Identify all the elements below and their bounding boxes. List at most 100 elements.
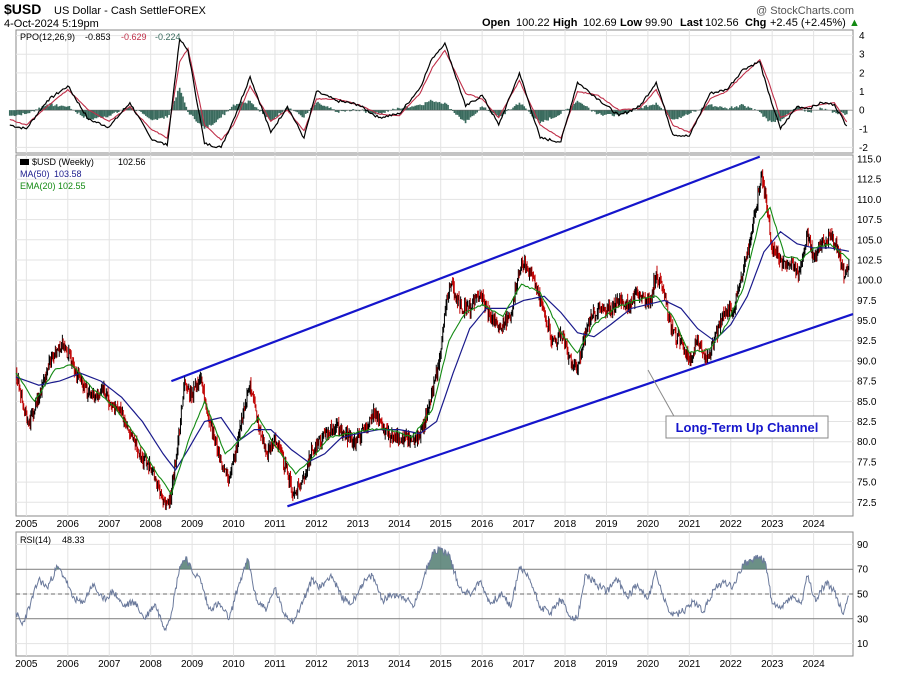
low-label: Low (620, 17, 642, 29)
ppo-histogram-bar (684, 110, 686, 116)
ppo-histogram-bar (77, 110, 79, 114)
ppo-histogram-bar (583, 105, 585, 110)
ppo-histogram-bar (737, 107, 739, 110)
ppo-histogram-bar (773, 110, 775, 121)
ppo-y-tick-label: 1 (859, 87, 865, 98)
ppo-histogram-bar (254, 107, 256, 110)
rsi-legend-name: RSI(14) (20, 535, 51, 545)
ppo-histogram-bar (27, 110, 29, 113)
ppo-histogram-bar (685, 110, 687, 114)
ppo-histogram-bar (80, 110, 82, 115)
ppo-histogram-bar (220, 110, 222, 117)
ppo-histogram-bar (210, 110, 212, 125)
x-tick-label: 2017 (512, 519, 535, 530)
x-tick-label: 2007 (98, 519, 121, 530)
ppo-histogram-bar (670, 110, 672, 119)
ppo-histogram-bar (273, 110, 275, 119)
ppo-y-tick-label: -2 (859, 143, 868, 154)
open-label: Open (482, 17, 510, 29)
ppo-histogram-bar (550, 110, 552, 119)
ppo-histogram-bar (465, 110, 467, 123)
ppo-histogram-bar (496, 110, 498, 115)
ppo-histogram-bar (577, 101, 579, 110)
x-tick-label: 2007 (98, 659, 121, 670)
date-label: 4-Oct-2024 5:19pm (4, 18, 99, 30)
ppo-histogram-bar (303, 110, 305, 117)
ppo-histogram-bar (475, 110, 477, 114)
price-y-tick-label: 72.5 (857, 498, 877, 509)
ppo-histogram-bar (819, 108, 821, 110)
ppo-histogram-bar (104, 110, 106, 116)
x-tick-label: 2024 (803, 659, 826, 670)
ppo-histogram-bar (746, 108, 748, 110)
rsi-y-tick-label: 70 (857, 565, 869, 576)
ppo-histogram-bar (764, 110, 766, 116)
ppo-histogram-bar (251, 103, 253, 110)
ppo-histogram-bar (179, 88, 181, 110)
ppo-histogram-bar (539, 110, 541, 123)
ppo-histogram-bar (298, 110, 300, 114)
x-tick-label: 2017 (512, 659, 535, 670)
low-value: 99.90 (645, 17, 673, 29)
ppo-histogram-bar (557, 110, 559, 116)
ppo-histogram-bar (744, 106, 746, 110)
ppo-histogram-bar (547, 110, 549, 120)
x-tick-label: 2018 (554, 519, 577, 530)
ppo-histogram-bar (747, 107, 749, 111)
ppo-histogram-bar (767, 110, 769, 121)
ppo-histogram-bar (105, 110, 107, 117)
ppo-histogram-bar (588, 108, 590, 110)
ppo-histogram-bar (485, 107, 487, 110)
x-tick-label: 2019 (595, 659, 618, 670)
ppo-histogram-bar (11, 110, 13, 116)
ppo-histogram-bar (64, 106, 66, 110)
ppo-histogram-bar (307, 110, 309, 113)
ppo-histogram-bar (430, 100, 432, 110)
x-tick-label: 2023 (761, 659, 784, 670)
ppo-legend-value: -0.853 (85, 32, 111, 42)
x-tick-label: 2020 (637, 519, 660, 530)
ppo-histogram-bar (51, 103, 53, 110)
ppo-histogram-bar (543, 110, 545, 122)
price-y-tick-label: 80.0 (857, 437, 877, 448)
ppo-histogram-bar (519, 103, 521, 110)
ppo-histogram-bar (165, 110, 167, 116)
exchange-label: FOREX (168, 5, 207, 17)
price-y-tick-label: 102.5 (857, 255, 882, 266)
x-tick-label: 2008 (140, 659, 163, 670)
ppo-histogram-bar (844, 110, 846, 115)
ppo-histogram-bar (177, 91, 179, 110)
ppo-histogram-bar (718, 107, 720, 110)
ppo-histogram-bar (722, 108, 724, 110)
ppo-histogram-bar (444, 103, 446, 110)
x-tick-label: 2023 (761, 519, 784, 530)
ppo-histogram-bar (297, 110, 299, 112)
ppo-histogram-bar (110, 110, 112, 115)
ppo-histogram-bar (320, 105, 322, 110)
ppo-histogram-bar (672, 110, 674, 119)
ppo-histogram-bar (457, 110, 459, 115)
x-tick-label: 2021 (678, 659, 701, 670)
ppo-histogram-bar (468, 110, 470, 120)
ppo-histogram-bar (142, 110, 144, 114)
ppo-histogram-bar (305, 110, 307, 114)
ppo-histogram-bar (48, 106, 50, 110)
ppo-histogram-bar (481, 106, 483, 110)
x-tick-label: 2019 (595, 519, 618, 530)
ppo-histogram-bar (215, 110, 217, 122)
ppo-histogram-bar (163, 110, 165, 119)
ppo-histogram-bar (65, 107, 67, 110)
price-y-tick-label: 82.5 (857, 417, 877, 428)
ppo-histogram-bar (156, 110, 158, 120)
up-arrow-icon: ▲ (849, 17, 860, 29)
x-tick-label: 2018 (554, 659, 577, 670)
price-legend-swatch (20, 159, 29, 165)
ppo-legend: PPO(12,26,9) -0.853 -0.629 -0.224 (20, 32, 181, 42)
price-y-tick-label: 92.5 (857, 336, 877, 347)
ppo-histogram-bar (706, 106, 708, 110)
ppo-histogram-bar (379, 110, 381, 113)
x-tick-label: 2024 (803, 519, 826, 530)
ppo-histogram-bar (161, 110, 163, 118)
ppo-histogram-bar (433, 102, 435, 110)
x-tick-label: 2010 (222, 519, 245, 530)
